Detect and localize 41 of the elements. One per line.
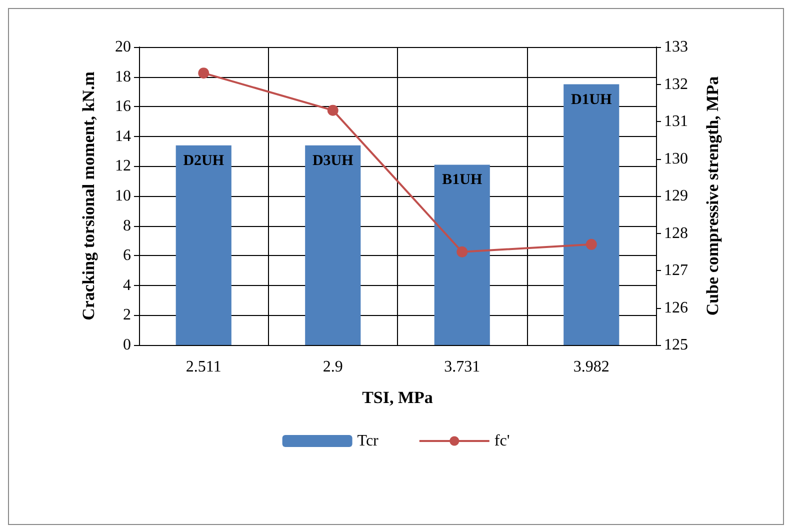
y-axis-title: Cracking torsional moment, kN.m [79, 72, 98, 320]
point [198, 68, 210, 79]
legend-label: fc' [494, 432, 510, 450]
x-tick-label: 2.511 [186, 358, 222, 376]
y2-tick-label: 126 [664, 299, 688, 316]
x-tick-label: 3.982 [573, 358, 610, 376]
data-label: B1UH [442, 172, 482, 188]
y-tick-label: 6 [123, 247, 131, 264]
data-label: D1UH [570, 92, 612, 108]
legend-label: Tcr [357, 432, 380, 450]
y2-tick-label: 130 [664, 150, 688, 168]
y2-tick-label: 132 [664, 76, 688, 93]
data-label: D3UH [312, 152, 354, 169]
y-tick-label: 14 [115, 128, 131, 145]
bar [305, 145, 361, 345]
point [327, 104, 338, 116]
y2-axis-title: Cube compressive strength, MPa [703, 76, 722, 316]
x-axis-title: TSI, MPa [362, 388, 434, 407]
y2-tick-label: 131 [664, 113, 688, 130]
y2-tick-label: 125 [664, 336, 688, 354]
bar [434, 164, 490, 345]
y-tick-label: 2 [123, 306, 131, 324]
point [456, 246, 468, 258]
point [586, 238, 597, 250]
data-label: D2UH [183, 152, 224, 169]
x-tick-label: 2.9 [322, 358, 343, 376]
y-tick-label: 12 [115, 158, 131, 175]
y2-tick-label: 128 [664, 224, 688, 242]
bar [564, 84, 620, 345]
y-tick-label: 4 [123, 276, 131, 294]
y-tick-label: 0 [123, 336, 131, 354]
y-tick-label: 8 [123, 217, 131, 234]
y2-tick-label: 127 [664, 262, 688, 279]
bar [176, 145, 232, 345]
y2-tick-label: 129 [664, 188, 688, 204]
y-tick-label: 20 [115, 38, 131, 56]
y-tick-label: 10 [115, 188, 131, 204]
y-tick-label: 16 [115, 98, 131, 116]
y-tick-label: 18 [115, 68, 131, 86]
x-tick-label: 3.731 [444, 358, 480, 376]
y2-tick-label: 133 [664, 38, 688, 56]
